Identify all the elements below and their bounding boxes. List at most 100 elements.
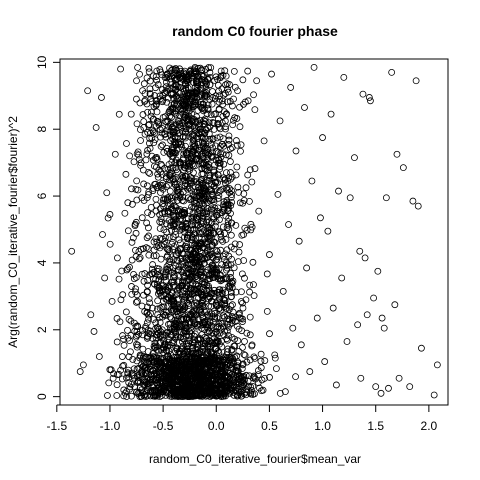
data-point bbox=[246, 288, 253, 296]
data-point bbox=[165, 94, 172, 102]
data-point bbox=[197, 321, 205, 329]
data-point bbox=[161, 238, 169, 245]
data-point bbox=[146, 299, 154, 307]
data-point bbox=[155, 284, 163, 292]
data-point bbox=[190, 98, 198, 106]
y-tick-label: 2 bbox=[35, 326, 49, 333]
data-point bbox=[238, 288, 245, 296]
data-point bbox=[164, 287, 171, 294]
data-point bbox=[193, 285, 201, 293]
data-point bbox=[274, 190, 282, 198]
data-point bbox=[172, 227, 179, 235]
data-point bbox=[216, 95, 224, 103]
data-point bbox=[136, 254, 144, 261]
data-point bbox=[141, 308, 149, 315]
data-point bbox=[226, 189, 233, 197]
data-point bbox=[191, 248, 199, 256]
x-tick-label: -1.0 bbox=[100, 419, 121, 433]
data-point bbox=[173, 256, 181, 264]
data-point bbox=[266, 373, 273, 381]
data-point bbox=[154, 381, 162, 389]
data-point bbox=[144, 333, 152, 341]
data-point bbox=[192, 87, 200, 95]
data-point bbox=[176, 121, 183, 128]
data-point bbox=[164, 328, 172, 336]
data-point bbox=[124, 227, 132, 235]
data-point bbox=[218, 377, 226, 385]
data-point bbox=[220, 223, 227, 231]
data-point bbox=[185, 300, 192, 307]
data-point bbox=[157, 359, 165, 367]
data-point bbox=[165, 107, 173, 115]
data-point bbox=[231, 335, 238, 343]
data-point bbox=[263, 307, 271, 315]
data-point bbox=[171, 159, 179, 167]
data-point bbox=[140, 392, 148, 400]
data-point bbox=[176, 89, 184, 97]
data-point bbox=[185, 120, 193, 128]
data-point bbox=[68, 247, 76, 255]
data-point bbox=[213, 211, 221, 219]
data-point bbox=[162, 291, 170, 298]
data-point bbox=[158, 162, 166, 170]
data-point bbox=[190, 67, 198, 75]
data-point bbox=[222, 125, 229, 133]
data-point bbox=[144, 382, 152, 390]
data-point bbox=[185, 184, 193, 192]
data-point bbox=[154, 384, 162, 392]
data-point bbox=[164, 246, 172, 253]
data-point bbox=[157, 160, 165, 168]
data-point bbox=[229, 308, 237, 316]
data-point bbox=[221, 250, 229, 258]
data-point bbox=[191, 142, 199, 150]
chart-title: random C0 fourier phase bbox=[172, 23, 338, 39]
data-point bbox=[134, 148, 142, 156]
data-point bbox=[150, 354, 158, 362]
data-point bbox=[194, 335, 202, 343]
data-point bbox=[182, 142, 189, 150]
data-point bbox=[198, 76, 205, 83]
data-point bbox=[166, 121, 174, 129]
data-point bbox=[199, 274, 207, 282]
data-point bbox=[163, 78, 170, 86]
data-point bbox=[224, 345, 232, 353]
data-point bbox=[221, 313, 229, 321]
data-point bbox=[164, 207, 172, 215]
data-point bbox=[182, 164, 189, 172]
data-point bbox=[212, 218, 220, 226]
data-point bbox=[187, 295, 195, 303]
data-point bbox=[140, 80, 148, 88]
data-point bbox=[175, 183, 183, 191]
data-point bbox=[250, 281, 257, 289]
data-point bbox=[209, 135, 217, 143]
data-point bbox=[335, 187, 342, 195]
data-point bbox=[155, 119, 163, 127]
data-point bbox=[207, 186, 215, 194]
data-point bbox=[182, 349, 189, 357]
data-point bbox=[156, 319, 164, 326]
data-point bbox=[155, 277, 163, 284]
data-point bbox=[195, 184, 202, 192]
data-point bbox=[171, 323, 179, 331]
data-point bbox=[414, 202, 422, 210]
data-point bbox=[224, 261, 232, 269]
data-point bbox=[169, 197, 177, 205]
data-point bbox=[152, 334, 160, 341]
data-point bbox=[215, 105, 223, 113]
data-point bbox=[174, 266, 182, 274]
data-point bbox=[418, 344, 425, 352]
data-point bbox=[113, 392, 121, 399]
data-point bbox=[241, 224, 249, 232]
data-point bbox=[215, 349, 223, 356]
data-point bbox=[180, 105, 187, 113]
data-point bbox=[245, 382, 252, 390]
data-point bbox=[153, 76, 161, 84]
data-point bbox=[156, 393, 164, 401]
data-point bbox=[227, 387, 235, 395]
data-point bbox=[198, 66, 206, 74]
data-point bbox=[220, 205, 228, 213]
data-point bbox=[182, 314, 190, 322]
data-point bbox=[133, 177, 141, 185]
data-point bbox=[213, 248, 221, 255]
